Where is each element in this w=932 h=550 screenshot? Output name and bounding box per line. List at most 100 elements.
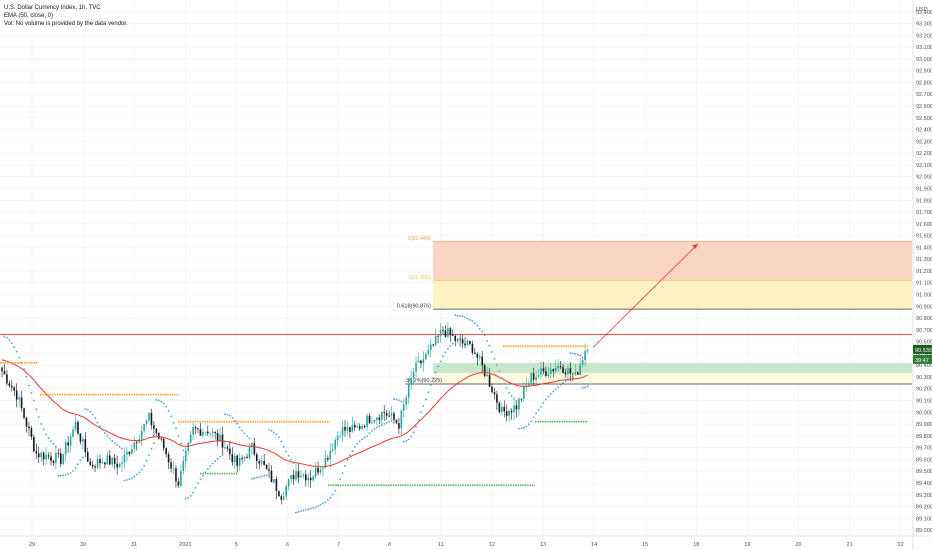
time-tick-label: 5 (235, 542, 238, 548)
candle-body (86, 452, 89, 462)
sar-dot (81, 456, 84, 459)
price-tick-label: 91.000 (916, 293, 932, 299)
time-tick-label: 12 (489, 542, 495, 548)
sar-dot (525, 425, 528, 428)
candle-body (265, 464, 268, 470)
sar-dot (586, 385, 589, 388)
price-tick-label: 91.200 (916, 269, 932, 275)
time-tick-label: 31 (131, 542, 137, 548)
time-tick-label: 2021 (179, 542, 191, 548)
sar-dot (153, 442, 155, 445)
sar-dot (371, 429, 373, 432)
sar-dot (427, 391, 430, 394)
sar-dot (532, 416, 535, 419)
candle-body (150, 412, 153, 426)
candle-body (268, 469, 270, 471)
candle-body (574, 372, 577, 375)
candle-body (155, 428, 158, 433)
candle-body (15, 390, 18, 400)
sar-dot (45, 433, 47, 436)
candle-body (295, 471, 297, 480)
sar-dot (505, 387, 508, 390)
sar-dot (422, 404, 425, 407)
sar-dot (449, 345, 452, 347)
sar-dot (358, 440, 361, 443)
sar-dot (329, 496, 332, 499)
candle-body (447, 328, 449, 337)
sar-dot (317, 505, 319, 507)
sar-dot (326, 499, 329, 501)
candle-body (562, 367, 564, 373)
candle-body (371, 422, 373, 424)
time-tick-label: 8 (388, 542, 391, 548)
candle-body (312, 476, 314, 481)
candle-body (442, 329, 444, 331)
sar-dot (486, 340, 488, 342)
price-tick-label: 91.100 (916, 281, 932, 287)
candle-body (469, 341, 471, 344)
candle-body (550, 369, 552, 375)
time-tick-label: 22 (898, 542, 904, 548)
candle-body (101, 462, 104, 464)
sar-dot (407, 438, 410, 441)
candle-body (356, 426, 359, 428)
sar-dot (79, 459, 82, 462)
sar-dot (135, 473, 138, 476)
sar-dot (390, 420, 393, 422)
countdown-label: 39:47 (915, 358, 929, 364)
candle-body (113, 457, 116, 464)
parabolic-sar-series (3, 314, 589, 514)
sar-dot (150, 447, 153, 450)
price-tick-label: 89.400 (916, 481, 932, 487)
sar-dot (508, 391, 511, 394)
candle-body (586, 349, 589, 352)
sar-dot (368, 432, 371, 435)
candle-body (410, 377, 412, 384)
sar-dot (437, 365, 439, 368)
candle-body (361, 425, 363, 429)
candle-body (145, 420, 148, 424)
sar-dot (18, 356, 21, 359)
candle-body (505, 411, 508, 416)
candle-body (67, 442, 69, 446)
candle-body (189, 434, 192, 443)
candle-body (11, 385, 13, 388)
sar-dot (170, 415, 172, 418)
fib-label: 0.618(90.876) (397, 304, 431, 310)
price-tick-label: 92.500 (916, 116, 932, 122)
sar-dot (209, 465, 212, 468)
sar-dot (197, 482, 199, 485)
sar-dot (353, 446, 356, 448)
sar-dot (417, 418, 420, 421)
sar-dot (466, 317, 469, 320)
sar-dot (258, 476, 261, 478)
candle-body (3, 371, 6, 375)
sar-dot (488, 344, 491, 347)
price-tick-label: 92.100 (916, 163, 932, 169)
candle-body (449, 328, 452, 336)
sar-dot (192, 491, 195, 494)
sar-dot (322, 502, 324, 505)
sar-dot (297, 511, 300, 513)
candle-body (260, 460, 263, 464)
candle-body (466, 341, 469, 346)
candle-body (334, 440, 336, 450)
sar-dot (72, 470, 74, 472)
price-tick-label: 91.700 (916, 210, 932, 216)
sar-dot (513, 397, 515, 400)
sar-dot (540, 405, 542, 408)
candle-body (126, 451, 128, 455)
price-axis: 93.400 93.300 93.200 93.100 93.000 92.900 92.8… (913, 7, 932, 534)
sar-dot (216, 457, 219, 460)
sar-dot (228, 414, 231, 417)
candle-body (368, 415, 371, 424)
sar-dot (15, 350, 18, 353)
sar-dot (28, 384, 30, 387)
sar-dot (537, 409, 540, 411)
fib-label-382: 38.2%(90.225) (406, 378, 442, 384)
countdown-tag (913, 354, 932, 364)
sar-dot (547, 395, 550, 398)
candle-body (363, 425, 366, 428)
sar-dot (140, 468, 143, 471)
